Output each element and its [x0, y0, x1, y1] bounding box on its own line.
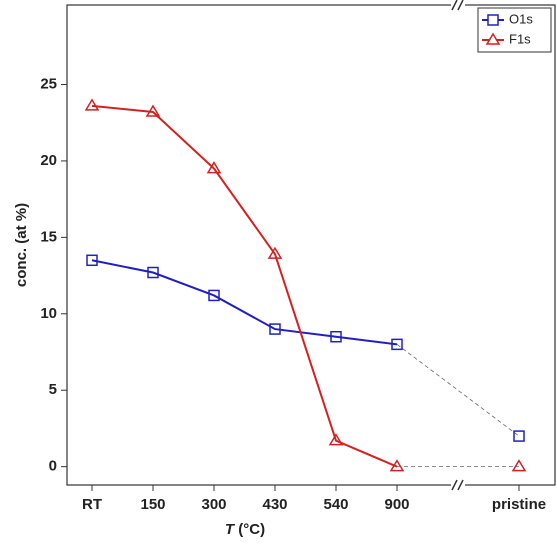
y-tick-label: 20 — [40, 152, 57, 169]
series-line — [91, 259, 398, 346]
marker — [330, 330, 342, 343]
marker — [86, 254, 98, 267]
marker — [147, 266, 159, 279]
legend-marker — [485, 32, 501, 45]
marker — [511, 459, 527, 472]
break-connector — [396, 344, 520, 437]
x-tick-label: 430 — [262, 496, 287, 513]
x-tick-label: 150 — [140, 496, 165, 513]
legend-label: F1s — [509, 31, 531, 46]
marker — [206, 161, 222, 174]
legend-marker — [487, 14, 499, 26]
x-tick-label: 900 — [384, 496, 409, 513]
y-tick-label: 25 — [40, 75, 57, 92]
y-axis-label: conc. (at %) — [13, 203, 30, 287]
marker — [84, 98, 100, 111]
x-axis-unit: (°C) — [238, 521, 265, 538]
marker — [267, 246, 283, 259]
legend-label: O1s — [509, 11, 533, 26]
x-tick-label: pristine — [492, 496, 546, 513]
marker — [269, 323, 281, 335]
y-tick-label: 15 — [40, 228, 57, 245]
marker — [328, 433, 344, 446]
marker — [389, 459, 405, 472]
series-line — [91, 104, 398, 468]
x-tick-label: RT — [82, 496, 102, 513]
marker — [391, 338, 403, 351]
axis-break — [451, 0, 465, 491]
x-tick-label: 300 — [201, 496, 226, 513]
y-tick-label: 5 — [49, 381, 57, 398]
y-tick-label: 0 — [49, 458, 57, 475]
plot-frame — [66, 4, 556, 486]
marker — [513, 430, 525, 442]
marker — [208, 289, 220, 302]
x-axis-symbol: T — [225, 521, 236, 538]
y-tick-label: 10 — [40, 305, 57, 322]
x-axis-label: T (°C) — [225, 521, 265, 538]
x-tick-label: 540 — [323, 496, 348, 513]
marker — [145, 104, 161, 117]
